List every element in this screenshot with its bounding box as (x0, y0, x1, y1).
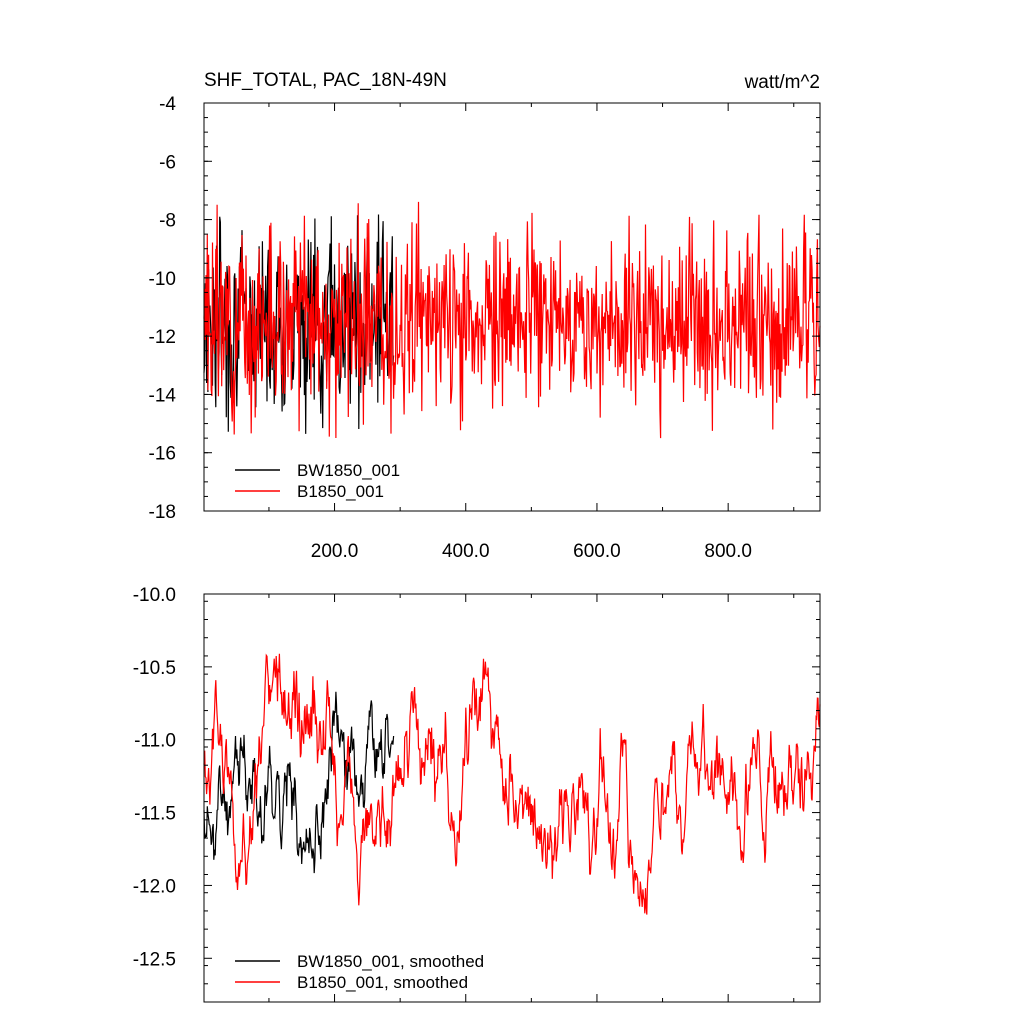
y-tick-label: -8 (159, 211, 176, 232)
y-tick-label: -12 (149, 327, 176, 348)
axis-ticks: -10.0 -10.5 -11.0 -11.5 -12.0 -12.5 (133, 585, 820, 1003)
x-tick-label: 800.0 (704, 541, 752, 562)
legend: BW1850_001 B1850_001 (235, 461, 400, 501)
series-line (203, 691, 395, 874)
series-group (203, 201, 821, 439)
y-tick-label: -18 (149, 502, 176, 523)
units-label: watt/m^2 (744, 72, 820, 93)
axis-ticks: -4 -6 -8 -10 -12 -14 -16 -18 200.0 400.0 600.0 800.… (149, 94, 820, 562)
y-tick-label: -10.0 (133, 585, 176, 606)
legend-label: BW1850_001 (297, 461, 400, 480)
y-tick-label: -11.0 (134, 731, 176, 752)
y-tick-label: -12.5 (133, 949, 176, 970)
legend-label: BW1850_001, smoothed (297, 952, 484, 971)
y-tick-label: -10 (149, 269, 176, 290)
y-tick-label: -4 (159, 94, 176, 115)
series-group (203, 653, 821, 915)
legend-label: B1850_001, smoothed (297, 973, 468, 992)
panel-bottom: -10.0 -10.5 -11.0 -11.5 -12.0 -12.5 BW1850_00… (133, 585, 821, 1003)
x-tick-label: 200.0 (311, 541, 359, 562)
panel-top: SHF_TOTAL, PAC_18N-49N watt/m^2 -4 -6 -8 -1… (149, 70, 821, 562)
legend-label: B1850_001 (297, 482, 384, 501)
x-tick-label: 400.0 (442, 541, 490, 562)
y-tick-label: -12.0 (133, 876, 176, 897)
x-tick-label: 600.0 (573, 541, 621, 562)
y-tick-label: -10.5 (133, 658, 176, 679)
series-line (203, 653, 821, 915)
series-line (203, 201, 821, 439)
y-tick-label: -11.5 (134, 804, 176, 825)
y-tick-label: -16 (149, 444, 176, 465)
y-tick-label: -6 (159, 152, 176, 173)
plot-frame (203, 593, 821, 1003)
y-tick-label: -14 (149, 385, 177, 406)
chart-title: SHF_TOTAL, PAC_18N-49N (204, 70, 447, 91)
legend: BW1850_001, smoothed B1850_001, smoothed (235, 952, 484, 992)
